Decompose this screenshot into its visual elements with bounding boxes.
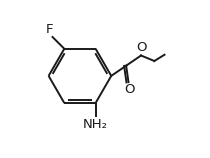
Text: O: O [124,83,135,96]
Text: NH₂: NH₂ [83,118,108,131]
Text: O: O [136,41,146,54]
Text: F: F [46,23,54,36]
